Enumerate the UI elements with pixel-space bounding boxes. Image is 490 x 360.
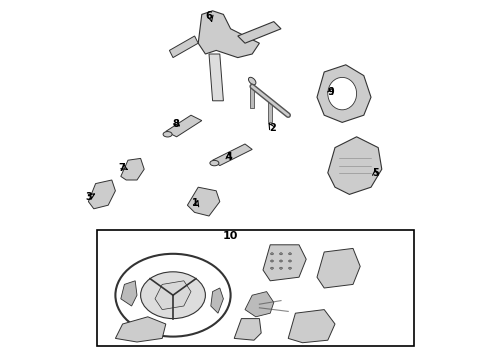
Polygon shape xyxy=(213,144,252,166)
Text: 6: 6 xyxy=(206,11,212,21)
Ellipse shape xyxy=(328,77,357,110)
Polygon shape xyxy=(269,101,272,122)
Ellipse shape xyxy=(270,253,273,255)
Ellipse shape xyxy=(210,161,219,166)
Ellipse shape xyxy=(248,77,256,85)
Polygon shape xyxy=(245,292,274,317)
Text: 4: 4 xyxy=(225,152,232,162)
Text: 8: 8 xyxy=(172,119,179,129)
Polygon shape xyxy=(211,288,223,313)
Ellipse shape xyxy=(270,267,273,269)
Polygon shape xyxy=(198,11,259,58)
Ellipse shape xyxy=(163,132,172,137)
Polygon shape xyxy=(288,310,335,343)
Ellipse shape xyxy=(280,267,282,269)
Ellipse shape xyxy=(141,272,205,319)
Text: 3: 3 xyxy=(86,192,93,202)
Polygon shape xyxy=(209,54,223,101)
Ellipse shape xyxy=(280,260,282,262)
Polygon shape xyxy=(170,36,198,58)
Polygon shape xyxy=(317,65,371,122)
Polygon shape xyxy=(234,319,261,340)
Polygon shape xyxy=(187,187,220,216)
Polygon shape xyxy=(166,115,202,137)
Ellipse shape xyxy=(289,267,292,269)
Text: 10: 10 xyxy=(223,231,238,241)
Polygon shape xyxy=(317,248,360,288)
Polygon shape xyxy=(263,245,306,281)
Polygon shape xyxy=(121,158,144,180)
Text: 5: 5 xyxy=(372,168,379,178)
Ellipse shape xyxy=(289,253,292,255)
Text: 1: 1 xyxy=(192,198,199,208)
Polygon shape xyxy=(116,317,166,342)
Ellipse shape xyxy=(166,290,180,301)
Text: 9: 9 xyxy=(327,87,334,97)
Polygon shape xyxy=(121,281,137,306)
Bar xyxy=(98,230,414,346)
Text: 2: 2 xyxy=(270,123,276,133)
Ellipse shape xyxy=(270,260,273,262)
Polygon shape xyxy=(155,281,191,310)
Polygon shape xyxy=(238,22,281,43)
Polygon shape xyxy=(250,86,254,108)
Ellipse shape xyxy=(280,253,282,255)
Text: 7: 7 xyxy=(119,163,125,174)
Polygon shape xyxy=(328,137,382,194)
Ellipse shape xyxy=(289,260,292,262)
Polygon shape xyxy=(88,180,116,209)
